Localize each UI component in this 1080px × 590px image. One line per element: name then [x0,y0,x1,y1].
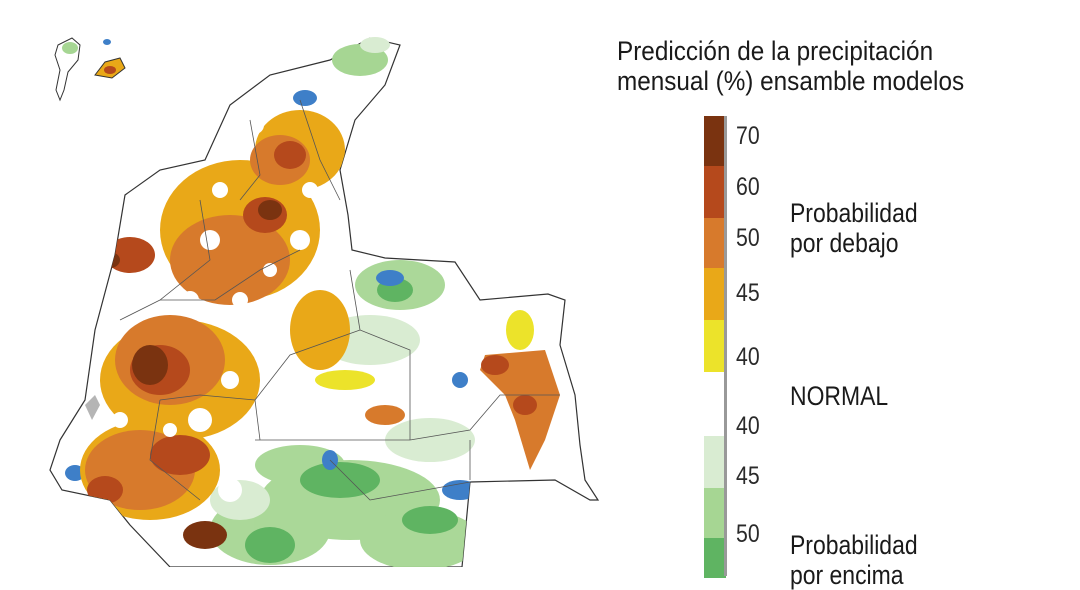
swatch-above-45 [704,436,726,488]
swatch-below-50 [704,218,726,268]
tick-40-below: 40 [736,343,760,371]
tick-50-above: 50 [736,520,760,548]
tick-50-below: 50 [736,224,760,252]
swatch-below-45 [704,268,726,320]
swatch-below-60 [704,166,726,218]
tick-45-below: 45 [736,279,760,307]
legend-label-above-line2: por encima [790,560,904,590]
swatch-normal [704,372,726,436]
legend-label-below-line1: Probabilidad [790,198,918,228]
malpelo-island [85,395,100,420]
colombia-map-svg [49,37,600,567]
swatch-below-40 [704,320,726,372]
guajira-region [332,37,390,76]
swatch-above-50 [704,488,726,538]
tick-60: 60 [736,173,760,201]
legend-divider [724,116,727,576]
legend-label-above-line1: Probabilidad [790,530,918,560]
swatch-above-60 [704,538,726,578]
tick-45-above: 45 [736,462,760,490]
precipitation-map [49,37,600,567]
legend-label-normal: NORMAL [790,381,889,411]
tick-40-above: 40 [736,412,760,440]
legend-title-line1: Predicción de la precipitación [617,36,934,66]
legend-label-below: Probabilidad por debajo [790,198,918,258]
legend-title: Predicción de la precipitación mensual (… [617,36,1013,96]
san-andres-islands [54,37,126,102]
legend-title-line2: mensual (%) ensamble modelos [617,66,965,96]
swatch-below-70 [704,116,726,166]
legend-label-above: Probabilidad por encima [790,530,918,590]
legend-color-bar [704,116,726,578]
legend-label-below-line2: por debajo [790,228,899,258]
department-borders [119,99,560,501]
tick-70: 70 [736,122,760,150]
